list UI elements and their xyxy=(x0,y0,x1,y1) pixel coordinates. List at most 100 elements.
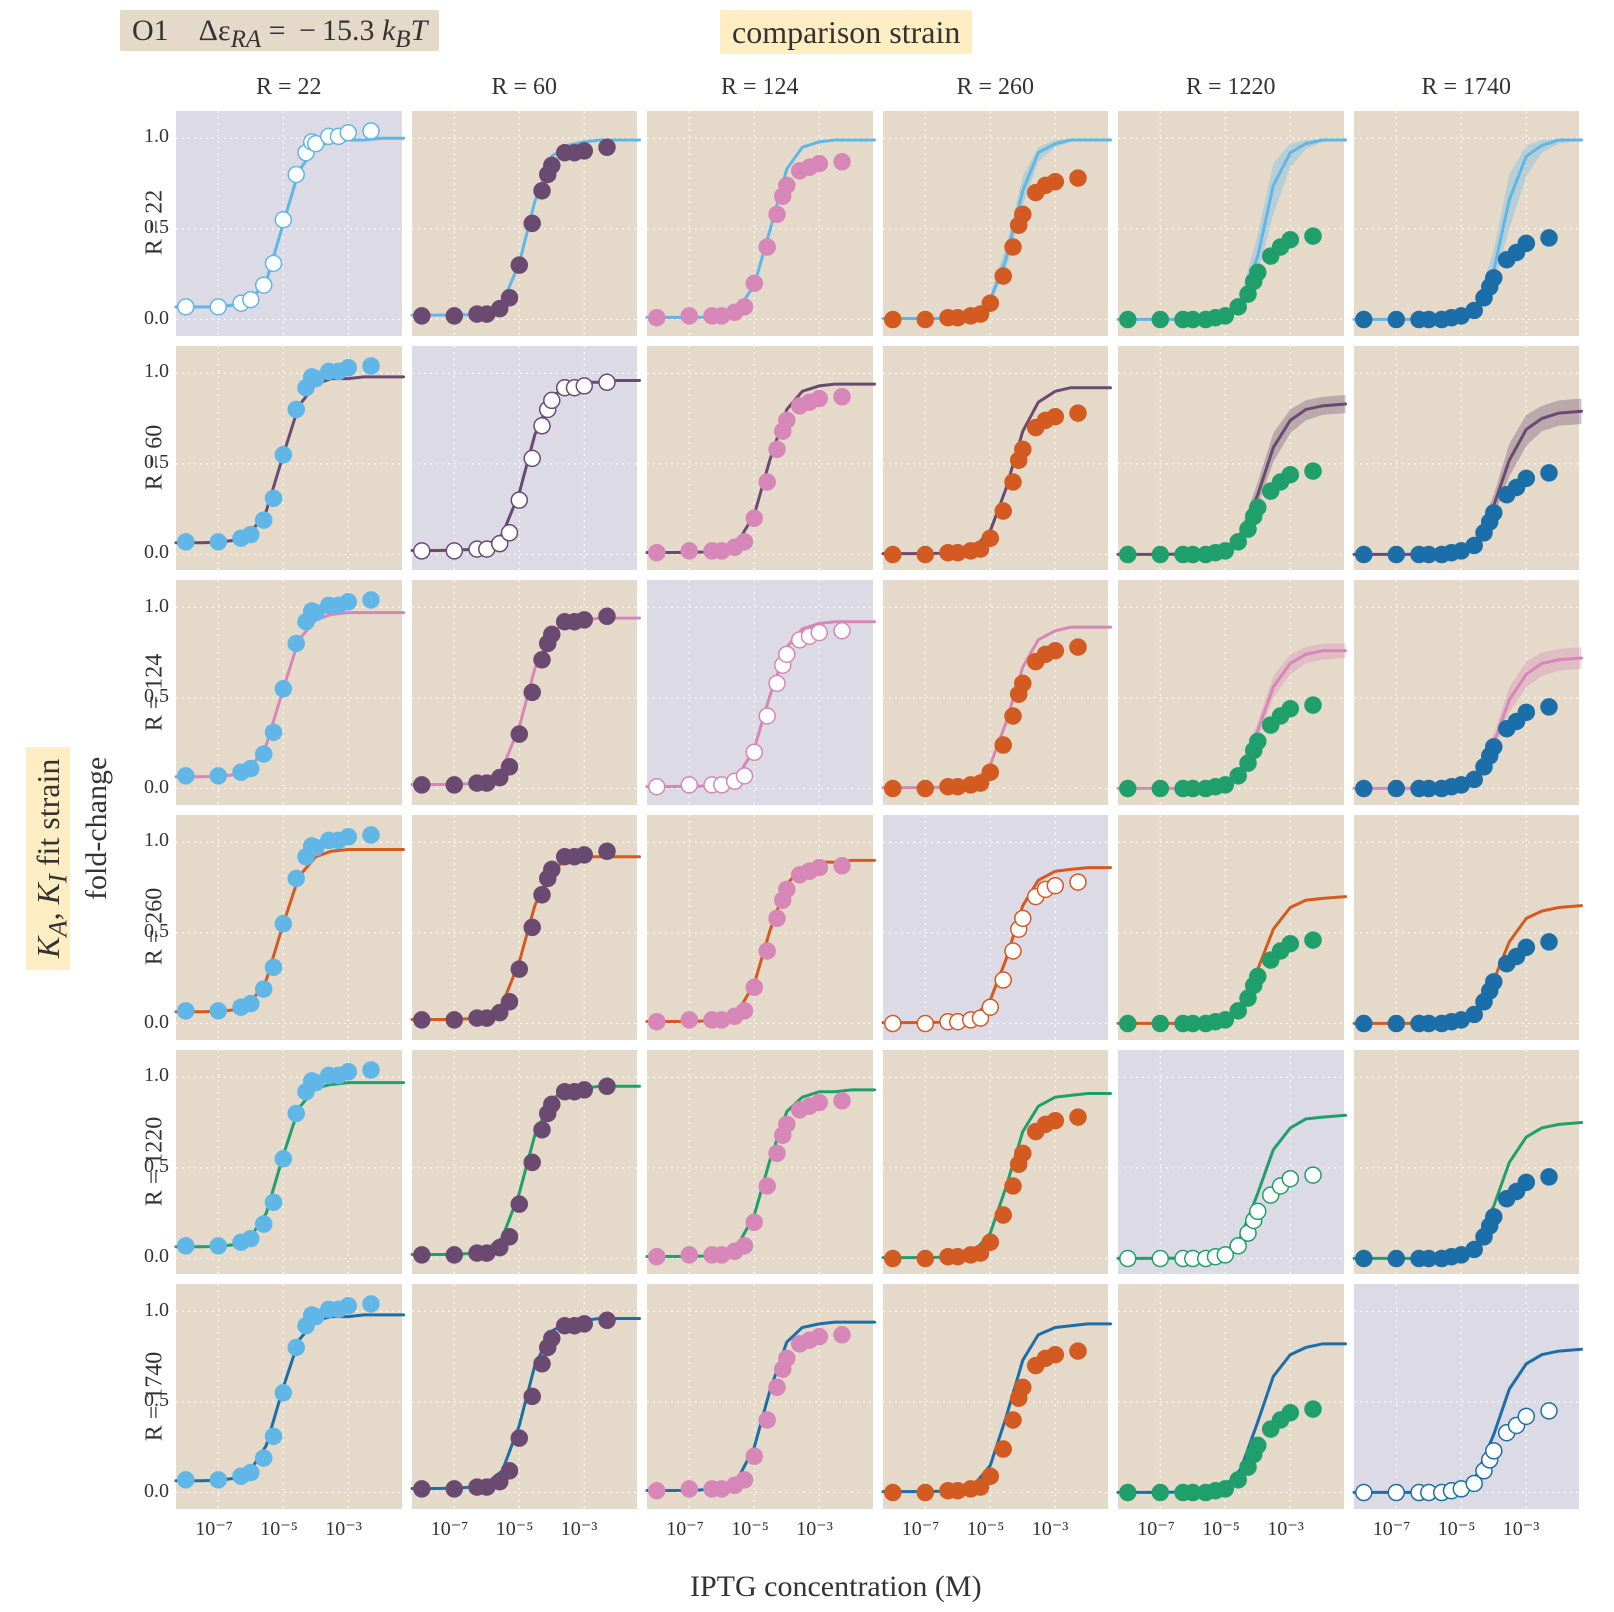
data-point xyxy=(759,1178,775,1194)
fit-curve xyxy=(412,380,640,550)
data-point xyxy=(759,239,775,255)
data-point xyxy=(1518,470,1534,486)
fit-curve xyxy=(647,1090,875,1257)
data-point xyxy=(884,1016,900,1032)
data-point xyxy=(599,139,615,155)
data-point xyxy=(1518,939,1534,955)
panel-r60-c1220 xyxy=(1117,345,1345,572)
data-point xyxy=(1250,264,1266,280)
fit-curve xyxy=(1118,897,1346,1024)
data-point xyxy=(1014,1145,1030,1161)
panel-svg xyxy=(883,815,1111,1042)
data-point xyxy=(266,959,282,975)
data-point xyxy=(834,1092,850,1108)
panel-svg xyxy=(1118,111,1346,338)
figure-root: O1 ΔεRA = − 15.3 kBTcomparison strainKA,… xyxy=(0,0,1614,1612)
data-point xyxy=(834,388,850,404)
data-point xyxy=(759,708,775,724)
data-point xyxy=(1485,739,1501,755)
y-tick-label: 1.0 xyxy=(144,595,169,618)
panel-r1220-c22 xyxy=(175,1049,403,1276)
data-point xyxy=(256,746,272,762)
data-point xyxy=(1250,734,1266,750)
data-point xyxy=(501,1228,517,1244)
panel-r124-c124 xyxy=(646,579,874,806)
data-point xyxy=(178,299,194,315)
data-point xyxy=(1047,643,1063,659)
y-tick-label: 1.0 xyxy=(144,360,169,383)
data-point xyxy=(995,972,1011,988)
data-point xyxy=(1250,1438,1266,1454)
data-point xyxy=(1005,1178,1021,1194)
col-header: R = 124 xyxy=(646,74,874,101)
data-point xyxy=(834,154,850,170)
data-point xyxy=(681,308,697,324)
panel-svg xyxy=(412,1050,640,1277)
data-point xyxy=(576,143,592,159)
data-point xyxy=(1355,1485,1371,1501)
x-tick-label: 10⁻⁵ xyxy=(967,1516,1005,1541)
panel-r60-c60 xyxy=(411,345,639,572)
fit-curve xyxy=(1354,906,1582,1024)
fit-curve xyxy=(412,857,640,1020)
data-point xyxy=(779,177,795,193)
data-point xyxy=(256,1450,272,1466)
data-point xyxy=(1047,408,1063,424)
data-point xyxy=(811,390,827,406)
panel-svg xyxy=(176,346,404,573)
data-point xyxy=(275,1150,291,1166)
data-point xyxy=(1250,499,1266,515)
data-point xyxy=(917,781,933,797)
data-point xyxy=(746,1214,762,1230)
data-point xyxy=(1305,1401,1321,1417)
data-point xyxy=(446,1247,462,1263)
data-point xyxy=(288,166,304,182)
fit-curve xyxy=(883,868,1111,1023)
x-tick-label: 10⁻⁵ xyxy=(731,1516,769,1541)
data-point xyxy=(1541,934,1557,950)
data-point xyxy=(1014,676,1030,692)
data-point xyxy=(1047,174,1063,190)
data-point xyxy=(210,1237,226,1253)
data-point xyxy=(1120,781,1136,797)
data-point xyxy=(243,1465,259,1481)
fit-curve xyxy=(1354,1122,1582,1258)
data-point xyxy=(288,1340,304,1356)
panel-svg xyxy=(176,1284,404,1511)
data-point xyxy=(266,1429,282,1445)
data-point xyxy=(811,1094,827,1110)
panel-r124-c1740 xyxy=(1353,579,1581,806)
data-point xyxy=(759,1412,775,1428)
panel-svg xyxy=(647,346,875,573)
data-point xyxy=(511,492,527,508)
data-point xyxy=(1518,1409,1534,1425)
data-point xyxy=(1305,1167,1321,1183)
data-point xyxy=(769,206,785,222)
panel-svg xyxy=(647,1284,875,1511)
y-tick-label: 0.0 xyxy=(144,1245,169,1268)
panel-r22-c1740 xyxy=(1353,110,1581,337)
data-point xyxy=(1388,1485,1404,1501)
data-point xyxy=(340,829,356,845)
x-tick-label: 10⁻⁷ xyxy=(431,1516,469,1541)
data-point xyxy=(256,512,272,528)
y-tick-label: 1.0 xyxy=(144,1299,169,1322)
data-point xyxy=(534,183,550,199)
panel-svg xyxy=(647,1050,875,1277)
panel-r22-c124 xyxy=(646,110,874,337)
data-point xyxy=(1047,1112,1063,1128)
data-point xyxy=(1152,312,1168,328)
data-point xyxy=(599,843,615,859)
data-point xyxy=(340,1063,356,1079)
panel-r260-c260 xyxy=(882,814,1110,1041)
data-point xyxy=(1355,1016,1371,1032)
data-point xyxy=(995,1441,1011,1457)
data-point xyxy=(501,759,517,775)
col-header: R = 60 xyxy=(411,74,639,101)
data-point xyxy=(524,1154,540,1170)
data-point xyxy=(1541,1169,1557,1185)
data-point xyxy=(210,533,226,549)
data-point xyxy=(1485,504,1501,520)
data-point xyxy=(1120,312,1136,328)
data-point xyxy=(1005,943,1021,959)
